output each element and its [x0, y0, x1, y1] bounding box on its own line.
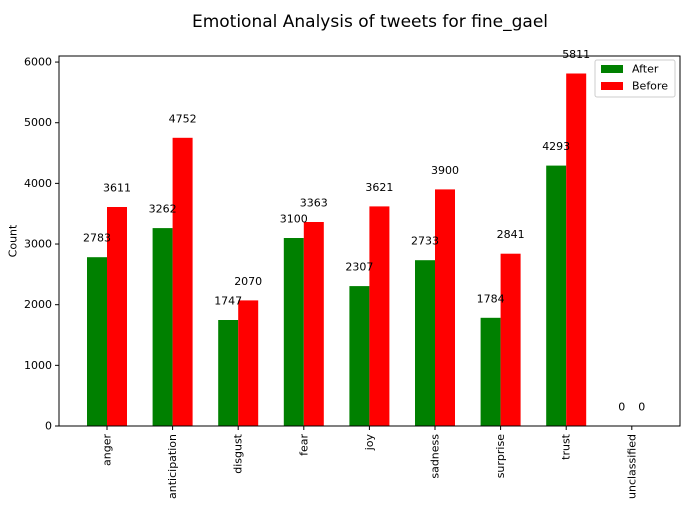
chart-title: Emotional Analysis of tweets for fine_ga…: [192, 12, 548, 32]
data-labels-group: 2783 3262 1747 3100 2307 2733 1784 4293 0 3611 475…: [83, 48, 645, 414]
legend-swatch-after: [601, 65, 623, 73]
data-label-before-anticipation: 4752: [169, 112, 197, 125]
x-tick-label-anger: anger: [101, 434, 114, 466]
bar-before-anger: [107, 207, 127, 426]
bar-after-fear: [283, 238, 304, 426]
bar-before-sadness: [435, 189, 455, 426]
data-label-before-trust: 5811: [562, 48, 590, 61]
data-label-before-sadness: 3900: [431, 164, 459, 177]
data-label-before-disgust: 2070: [234, 275, 262, 288]
data-label-after-fear: 3100: [280, 213, 308, 226]
data-label-after-joy: 2307: [345, 261, 373, 274]
bar-after-anger: [87, 257, 107, 426]
y-tick-label: 3000: [24, 238, 52, 251]
bar-after-joy: [349, 286, 370, 426]
bar-before-disgust: [238, 300, 259, 426]
x-tick-label-joy: joy: [363, 434, 376, 452]
bar-after-disgust: [218, 320, 239, 426]
data-label-after-anger: 2783: [83, 232, 111, 245]
y-axis-label: Count: [7, 224, 20, 257]
bar-after-trust: [546, 165, 567, 426]
bar-after-anticipation: [152, 228, 173, 426]
bars-group: [87, 73, 587, 427]
x-tick-label-anticipation: anticipation: [166, 434, 179, 499]
bar-before-trust: [566, 73, 587, 426]
bar-before-anticipation: [172, 137, 193, 427]
data-label-before-joy: 3621: [365, 181, 393, 194]
data-label-after-trust: 4293: [542, 140, 570, 153]
bar-before-surprise: [500, 253, 521, 426]
legend-label-before: Before: [632, 80, 668, 93]
bar-before-joy: [369, 206, 390, 426]
y-tick-label: 5000: [24, 116, 52, 129]
data-label-before-unclassified: 0: [638, 401, 645, 414]
x-tick-label-sadness: sadness: [429, 434, 442, 479]
data-label-before-anger: 3611: [103, 182, 131, 195]
data-label-after-unclassified: 0: [618, 401, 625, 414]
data-label-before-surprise: 2841: [497, 228, 525, 241]
x-axis: anger anticipation disgust fear joy sadness su…: [101, 426, 638, 499]
bar-after-sadness: [415, 260, 435, 426]
legend: After Before: [594, 59, 676, 98]
y-axis: 0 1000 2000 3000 4000 5000 6000: [24, 56, 59, 433]
data-label-after-anticipation: 3262: [149, 203, 177, 216]
x-tick-label-unclassified: unclassified: [625, 434, 638, 499]
legend-swatch-before: [601, 82, 623, 90]
data-label-after-disgust: 1747: [214, 295, 242, 308]
x-tick-label-surprise: surprise: [494, 434, 507, 479]
y-tick-label: 1000: [24, 359, 52, 372]
data-label-before-fear: 3363: [300, 197, 328, 210]
x-tick-label-fear: fear: [297, 434, 310, 456]
data-label-after-sadness: 2733: [411, 235, 439, 248]
y-tick-label: 2000: [24, 298, 52, 311]
x-tick-label-trust: trust: [560, 433, 573, 460]
y-tick-label: 0: [45, 420, 52, 433]
legend-label-after: After: [632, 63, 659, 76]
bar-before-fear: [303, 222, 324, 426]
x-tick-label-disgust: disgust: [232, 433, 245, 473]
bar-after-surprise: [480, 317, 501, 426]
y-tick-label: 6000: [24, 56, 52, 69]
data-label-after-surprise: 1784: [477, 292, 505, 305]
y-tick-label: 4000: [24, 177, 52, 190]
